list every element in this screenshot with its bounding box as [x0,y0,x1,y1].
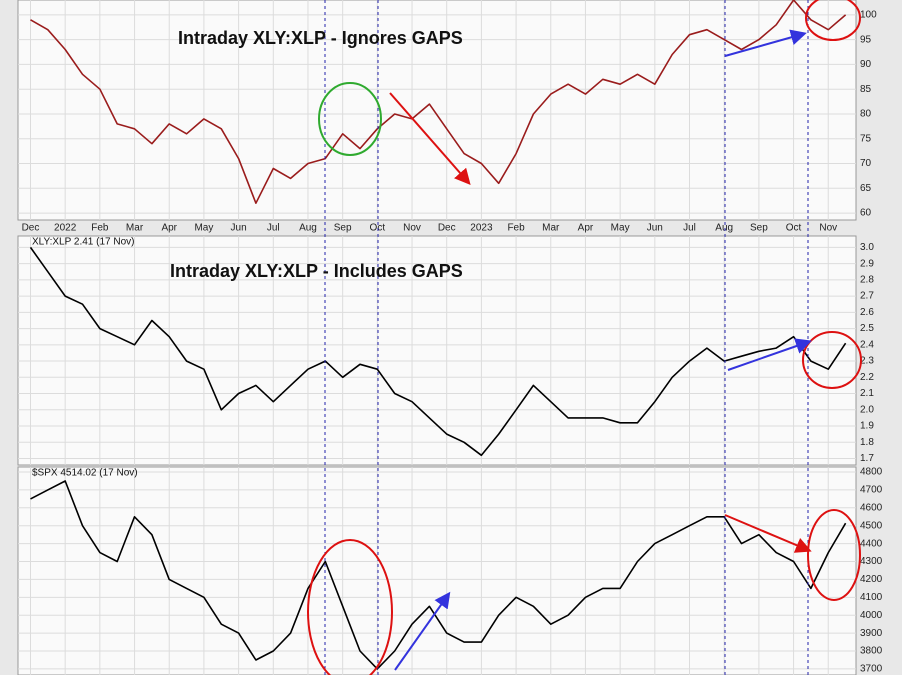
arrow [394,591,451,671]
y-tick-label: 2.4 [860,339,874,350]
legend-entry: XLY:XLP 2.41 (17 Nov) [32,237,134,248]
y-tick-label: 2.9 [860,258,874,269]
y-tick-label: 4100 [860,592,883,603]
arrow [724,29,807,57]
x-tick-label: Mar [542,223,560,234]
annotations [307,0,862,675]
y-tick-label: 2.3 [860,356,874,367]
x-tick-label: May [611,223,630,234]
lines [29,0,847,670]
circle [805,0,861,41]
y-tick-label: 1.9 [860,421,874,432]
y-tick-label: 2.6 [860,307,874,318]
y-tick-label: 3900 [860,628,883,639]
x-tick-label: Jun [647,223,663,234]
x-tick-label: 2022 [54,223,77,234]
y-tick-label: 2.8 [860,274,874,285]
x-tick-label: Jun [231,223,247,234]
x-tick-label: Jul [683,223,696,234]
y-tick-label: 60 [860,208,872,219]
x-tick-label: Jul [267,223,280,234]
y-tick-label: 75 [860,133,872,144]
y-tick-label: 3700 [860,664,883,675]
y-tick-label: 3800 [860,646,883,657]
y-tick-label: 100 [860,10,877,21]
panel-title: Intraday XLY:XLP - Ignores GAPS [178,28,463,48]
y-tick-label: 4600 [860,502,883,513]
x-tick-label: Nov [819,223,837,234]
y-tick-label: 2.7 [860,291,874,302]
grid: 60 65 70 75 80 85 90 95 100 Dec 2022 Feb Mar Apr May Ju… [17,0,883,675]
data-line [29,246,847,457]
y-tick-label: 65 [860,183,872,194]
y-tick-label: 90 [860,59,872,70]
arrow [724,514,812,553]
x-tick-label: Mar [126,223,144,234]
x-tick-label: Oct [370,223,386,234]
y-tick-label: 2.2 [860,372,874,383]
x-tick-label: Feb [507,223,525,234]
x-tick-label: Apr [161,223,177,234]
x-tick-label: Apr [578,223,594,234]
x-tick-label: Feb [91,223,109,234]
y-tick-label: 4300 [860,556,883,567]
y-tick-label: 4400 [860,538,883,549]
y-tick-label: 95 [860,34,872,45]
x-tick-label: Sep [334,223,352,234]
arrow [727,338,812,371]
y-tick-label: 4700 [860,485,883,496]
y-tick-label: 3.0 [860,242,874,253]
circle [307,539,393,675]
x-tick-label: Dec [22,223,40,234]
x-tick-label: 2023 [470,223,493,234]
y-tick-label: 2.5 [860,323,874,334]
x-tick-label: Dec [438,223,456,234]
y-tick-label: 4500 [860,520,883,531]
x-tick-label: Oct [786,223,802,234]
y-tick-label: 70 [860,158,872,169]
y-tick-label: 85 [860,84,872,95]
y-tick-label: 1.8 [860,437,874,448]
arrow [389,92,471,186]
y-tick-label: 2.0 [860,404,874,415]
plot-area [17,0,857,221]
y-tick-label: 4000 [860,610,883,621]
y-tick-label: 2.1 [860,388,874,399]
legend-entry: $SPX 4514.02 (17 Nov) [32,468,138,479]
circle [318,82,382,156]
x-tick-label: Sep [750,223,768,234]
y-tick-label: 80 [860,109,872,120]
x-tick-label: Aug [715,223,733,234]
data-line [30,0,847,204]
y-tick-label: 1.7 [860,453,874,464]
panel-title: Intraday XLY:XLP - Includes GAPS [170,261,463,281]
y-tick-label: 4800 [860,467,883,478]
circle [807,509,861,601]
x-tick-label: May [194,223,213,234]
data-line [30,480,847,670]
circle [802,331,862,389]
y-tick-label: 4200 [860,574,883,585]
plot-area [17,235,857,466]
x-tick-label: Aug [299,223,317,234]
plot-area [17,466,857,675]
x-tick-label: Nov [403,223,421,234]
